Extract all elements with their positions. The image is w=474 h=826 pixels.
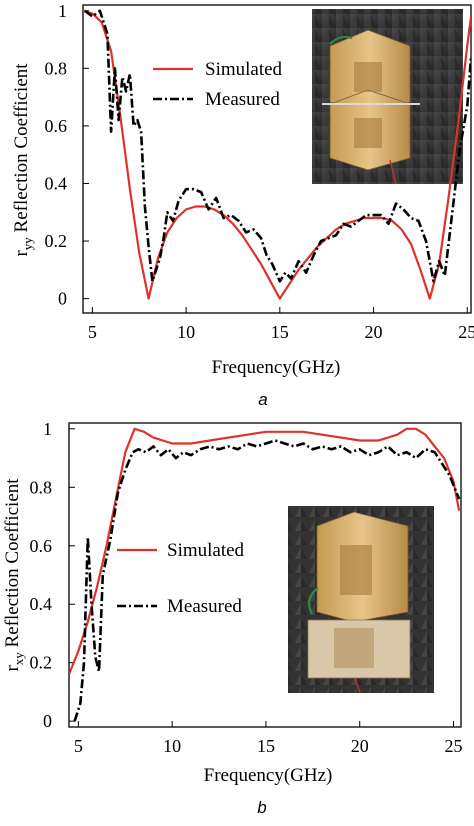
legend-a: Simulated Measured (153, 59, 283, 110)
panel-label-b: b (257, 798, 266, 817)
series-line-measured-b (73, 439, 461, 722)
y-tick-label-a-4: 0.8 (45, 58, 68, 78)
x-tick-label-b-0: 5 (74, 736, 83, 756)
x-tick-label-a-3: 20 (365, 322, 383, 342)
x-tick-labels-b: 5 10 15 20 25 (74, 736, 463, 756)
antenna-photo-inset-b (288, 506, 434, 694)
x-tick-label-a-1: 10 (177, 322, 195, 342)
chart-panel-a: 0 0.2 0.4 0.6 0.8 1 5 10 15 20 25 (11, 1, 474, 409)
series-group-b (69, 427, 461, 722)
axis-ticks-a (83, 10, 468, 313)
y-axis-label-b: rxy Reflection Coefficient (2, 478, 26, 672)
antenna-photo-inset-a (312, 9, 463, 185)
y-tick-label-b-3: 0.6 (30, 536, 53, 556)
y-tick-label-a-5: 1 (58, 1, 67, 21)
panel-label-a: a (258, 390, 267, 409)
y-axis-label-a: ryy Reflection Coefficient (11, 63, 35, 257)
series-group-a (83, 9, 471, 300)
series-line-simulated-b (69, 427, 461, 675)
series-line-measured-a (84, 9, 471, 283)
y-tick-label-b-2: 0.4 (30, 594, 53, 614)
y-tick-label-a-1: 0.2 (45, 231, 68, 251)
x-tick-labels-a: 5 10 15 20 25 (88, 322, 474, 342)
y-tick-labels-b: 0 0.2 0.4 0.6 0.8 1 (30, 419, 53, 731)
y-tick-label-b-1: 0.2 (30, 653, 53, 673)
chart-panel-b: 0 0.2 0.4 0.6 0.8 1 5 10 15 20 25 Simulated (2, 419, 462, 817)
x-tick-label-b-4: 25 (444, 736, 462, 756)
x-axis-label-a: Frequency(GHz) (212, 357, 341, 378)
x-tick-label-b-3: 20 (351, 736, 369, 756)
legend-label-measured-b: Measured (167, 596, 242, 617)
y-tick-label-a-3: 0.6 (45, 116, 68, 136)
y-tick-label-b-0: 0 (43, 711, 52, 731)
series-line-simulated-a (83, 9, 471, 300)
y-tick-label-a-0: 0 (58, 289, 67, 309)
y-tick-label-b-4: 0.8 (30, 477, 53, 497)
legend-label-simulated-b: Simulated (167, 540, 245, 561)
legend-label-measured-a: Measured (205, 89, 280, 110)
x-axis-label-b: Frequency(GHz) (204, 765, 333, 786)
legend-label-simulated-a: Simulated (205, 59, 283, 80)
x-tick-label-a-4: 25 (458, 322, 474, 342)
x-tick-label-a-0: 5 (88, 322, 97, 342)
y-tick-label-a-2: 0.4 (45, 173, 68, 193)
y-tick-labels-a: 0 0.2 0.4 0.6 0.8 1 (45, 1, 68, 309)
x-tick-label-b-1: 10 (163, 736, 181, 756)
legend-b: Simulated Measured (117, 540, 245, 617)
y-tick-label-b-5: 1 (43, 419, 52, 439)
x-tick-label-a-2: 15 (271, 322, 289, 342)
x-tick-label-b-2: 15 (257, 736, 275, 756)
